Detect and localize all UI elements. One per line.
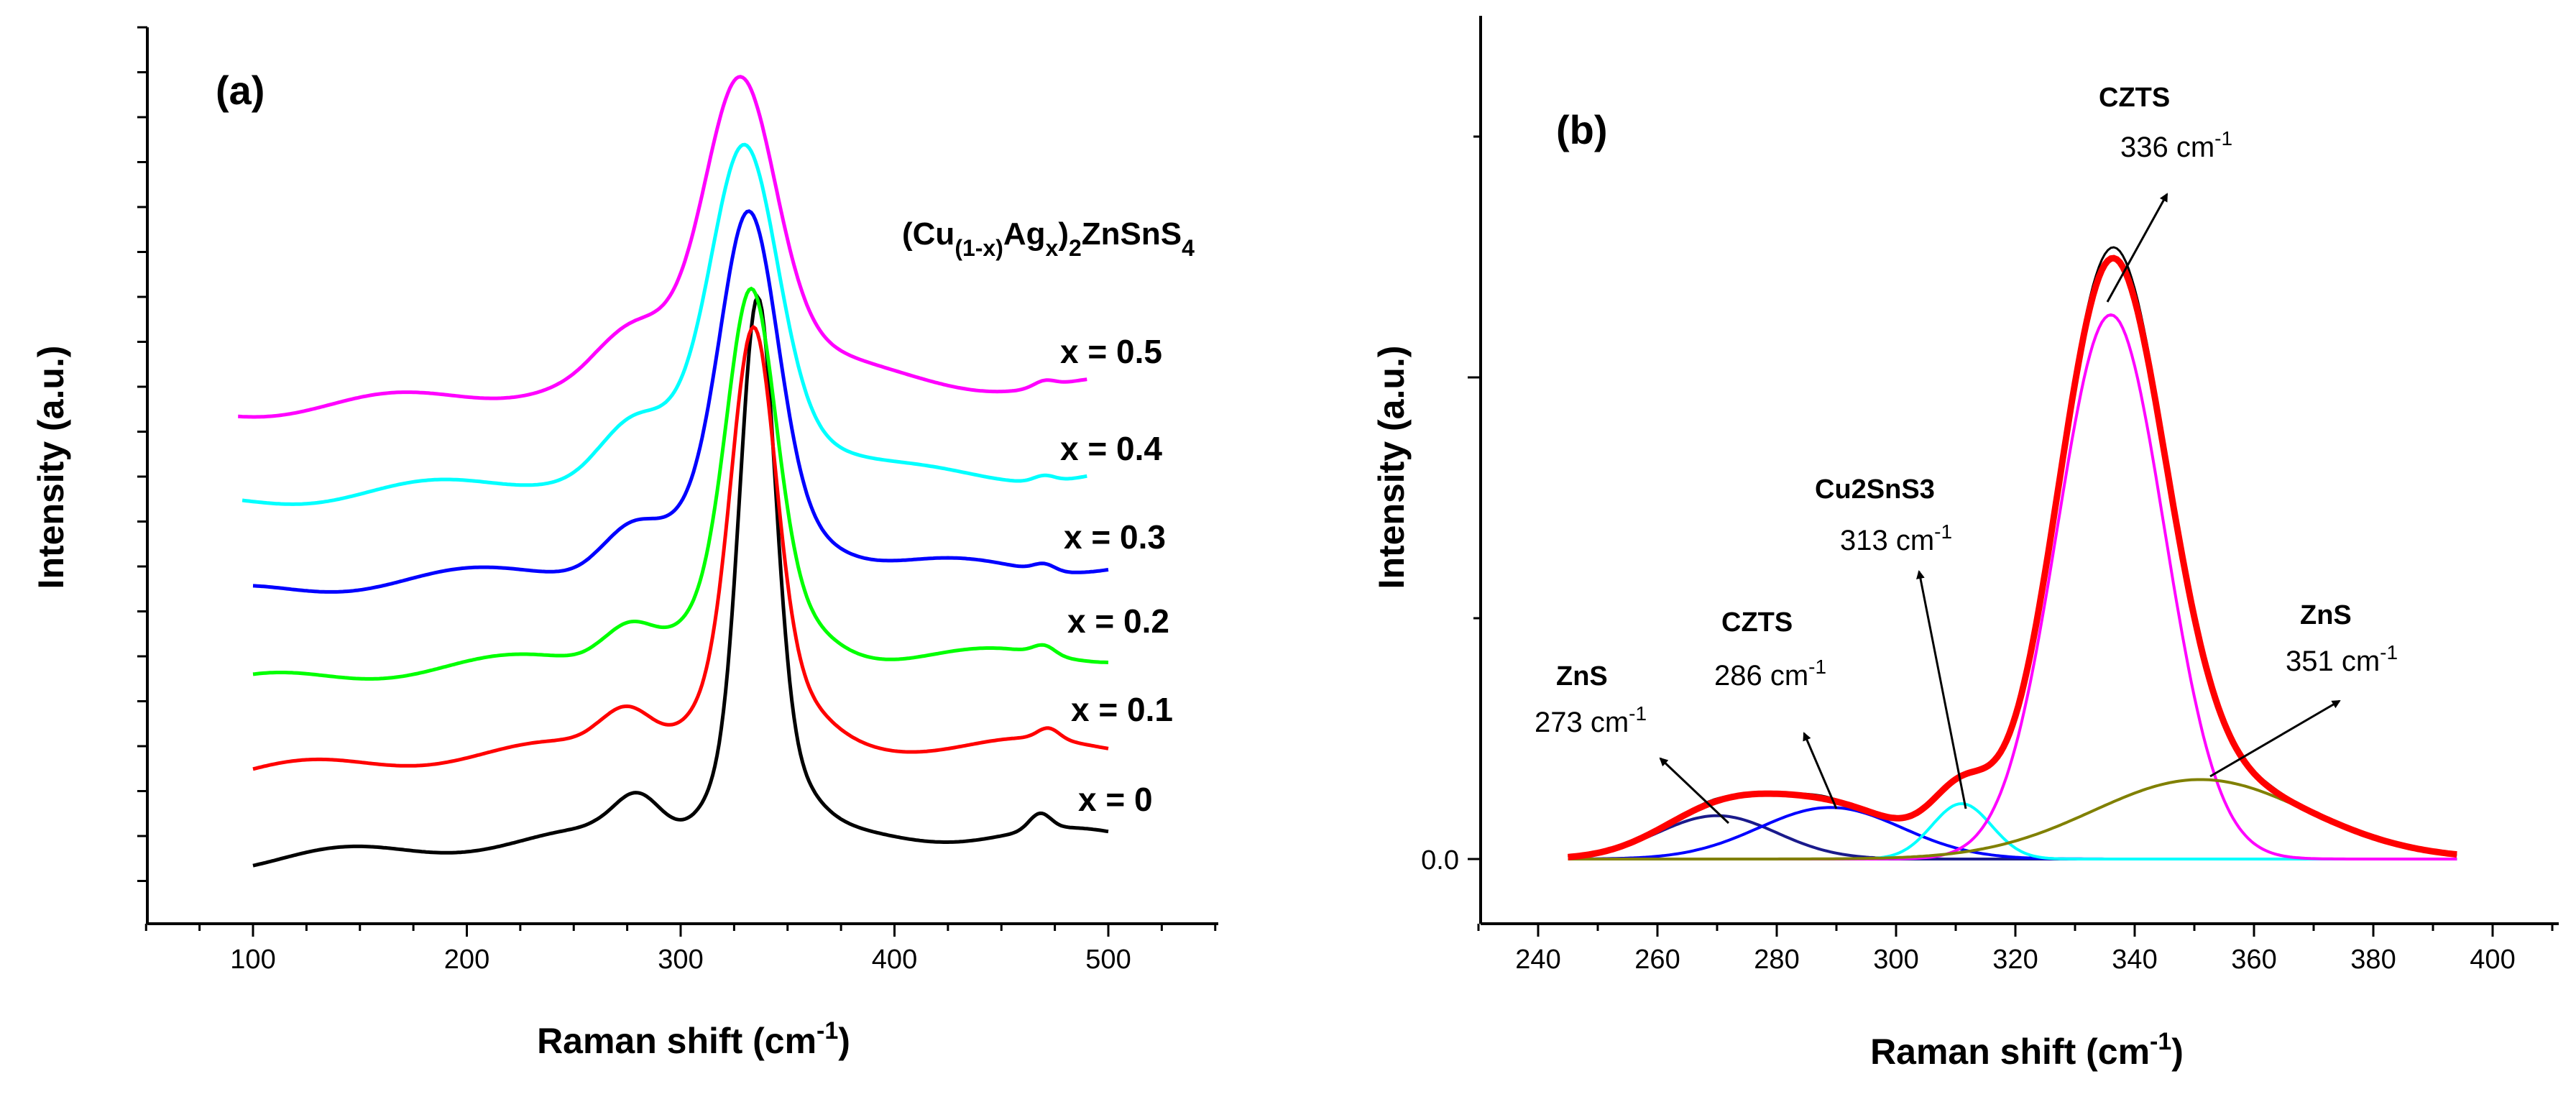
panel-b-x-tick-label: 240	[1515, 945, 1560, 975]
fit-envelope	[1568, 258, 2457, 857]
panel-a-x-title: Raman shift (cm-1)	[537, 1017, 850, 1061]
panel-a-formula: (Cu(1-x)Agx)2ZnSnS4	[902, 216, 1195, 261]
panel-b-x-tick-label: 280	[1754, 945, 1799, 975]
panel-a-y-title: Intensity (a.u.)	[31, 346, 71, 589]
annotation-cu2sns3-313-pos: 313 cm-1	[1840, 520, 1952, 556]
annotation-cu2sns3-313-name: Cu2SnS3	[1815, 474, 1935, 505]
panel-b-x-tick-label: 340	[2112, 945, 2157, 975]
series-line-x02	[253, 289, 1108, 679]
panel-a-y-ticks	[137, 27, 147, 881]
measured-spectrum	[1568, 247, 2457, 857]
panel-b-x-tick-label: 300	[1873, 945, 1918, 975]
annotation-czts-336-pos: 336 cm-1	[2120, 127, 2232, 163]
annotation-czts-286-pos: 286 cm-1	[1714, 656, 1826, 692]
component-zns-270	[1568, 816, 2457, 859]
panel-a-x-tick-label: 400	[872, 945, 917, 975]
panel-a: 100 200 300 400 500 (a) (Cu(1-x)Agx)2ZnSnS4 …	[31, 27, 1218, 1061]
annotation-zns-351-pos: 351 cm-1	[2286, 641, 2398, 677]
annotation-zns-351-name: ZnS	[2300, 600, 2352, 630]
panel-a-x-tick-label: 500	[1085, 945, 1131, 975]
panel-b-series	[1568, 247, 2457, 859]
panel-b-label: (b)	[1556, 107, 1608, 152]
panel-a-series	[238, 77, 1108, 866]
series-label-x02: x = 0.2	[1067, 602, 1169, 640]
panel-b-x-tick-label: 400	[2470, 945, 2515, 975]
series-label-x03: x = 0.3	[1064, 518, 1166, 556]
raman-figure: 100 200 300 400 500 (a) (Cu(1-x)Agx)2ZnSnS4 …	[0, 0, 2576, 1102]
component-czts-336	[1568, 315, 2457, 859]
series-label-x0: x = 0	[1078, 781, 1153, 818]
panel-b-x-tick-label: 360	[2231, 945, 2276, 975]
series-label-x01: x = 0.1	[1071, 691, 1173, 728]
series-label-x04: x = 0.4	[1060, 430, 1162, 467]
panel-b-x-ticks: 240 260 280 300 320 340 360 380 400	[1478, 924, 2552, 975]
panel-b-x-title: Raman shift (cm-1)	[1870, 1028, 2184, 1072]
panel-b-y-title: Intensity (a.u.)	[1371, 346, 1412, 589]
panel-a-x-tick-label: 200	[444, 945, 489, 975]
panel-b-x-tick-label: 380	[2350, 945, 2396, 975]
annotation-zns-273-name: ZnS	[1556, 661, 1608, 692]
component-cu2sns3-311	[1568, 804, 2457, 859]
panel-a-label: (a)	[216, 68, 264, 113]
series-label-x05: x = 0.5	[1060, 333, 1162, 370]
annotation-czts-336-name: CZTS	[2099, 83, 2170, 113]
panel-b-y-tick-label: 0.0	[1421, 845, 1459, 876]
panel-a-x-ticks: 100 200 300 400 500	[146, 924, 1215, 975]
panel-b-x-tick-label: 320	[1992, 945, 2038, 975]
annotation-zns-273-pos: 273 cm-1	[1535, 702, 1647, 738]
panel-a-x-tick-label: 100	[230, 945, 275, 975]
panel-b-y-ticks: 0.0	[1421, 137, 1481, 876]
arrow-cu2sns3-313	[1919, 571, 1966, 809]
panel-b-x-tick-label: 260	[1634, 945, 1680, 975]
panel-b: 0.0 240 260 280 300 320 340 360 380 400 (b) ZnS …	[1371, 16, 2559, 1072]
panel-a-x-tick-label: 300	[658, 945, 703, 975]
series-line-x04	[242, 144, 1087, 504]
annotation-czts-286-name: CZTS	[1721, 607, 1793, 638]
